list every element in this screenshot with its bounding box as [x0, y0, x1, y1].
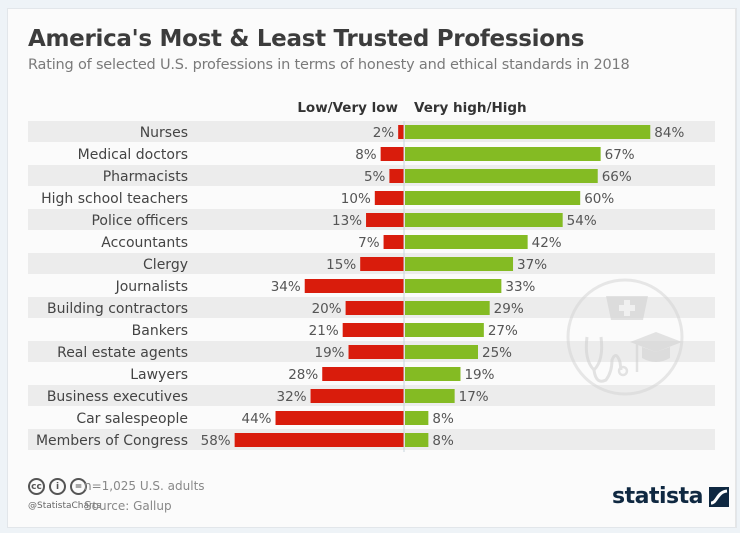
data-label-low: 32%: [277, 389, 307, 405]
data-label-high: 54%: [567, 213, 597, 229]
data-label-low: 44%: [242, 411, 272, 427]
attribution-icon[interactable]: i: [49, 478, 66, 495]
bar-low: [374, 191, 404, 205]
license-icons: cc i =: [28, 478, 87, 495]
data-label-high: 60%: [584, 191, 614, 207]
bar-low: [310, 389, 404, 403]
bar-high: [405, 411, 429, 425]
data-label-low: 13%: [332, 213, 362, 229]
data-label-high: 42%: [532, 235, 562, 251]
bar-high: [405, 213, 563, 227]
category-label: Accountants: [101, 235, 188, 251]
bar-low: [389, 169, 404, 183]
category-label: Police officers: [91, 213, 188, 229]
category-label: Lawyers: [130, 367, 188, 383]
data-label-high: 84%: [654, 125, 684, 141]
data-label-low: 10%: [341, 191, 371, 207]
bar-high: [405, 147, 601, 161]
professions-watermark-icon: [566, 278, 684, 396]
data-label-high: 27%: [488, 323, 518, 339]
no-derivatives-icon[interactable]: =: [70, 478, 87, 495]
data-label-high: 25%: [482, 345, 512, 361]
data-label-high: 67%: [605, 147, 635, 163]
data-label-low: 5%: [364, 169, 386, 185]
category-label: Pharmacists: [103, 169, 188, 185]
data-label-low: 7%: [358, 235, 380, 251]
bar-low: [360, 257, 404, 271]
bar-high: [405, 125, 651, 139]
data-label-low: 28%: [288, 367, 318, 383]
statista-wordmark: statista: [612, 484, 703, 509]
statista-logo-icon: [708, 486, 729, 507]
statista-logo[interactable]: statista: [612, 484, 729, 509]
category-label: High school teachers: [41, 191, 188, 207]
data-label-low: 2%: [373, 125, 395, 141]
bar-high: [405, 257, 514, 271]
data-label-high: 33%: [505, 279, 535, 295]
bar-low: [345, 301, 404, 315]
data-label-low: 8%: [355, 147, 377, 163]
category-label: Real estate agents: [57, 345, 188, 361]
bar-high: [405, 301, 490, 315]
bar-low: [275, 411, 404, 425]
data-label-high: 8%: [432, 411, 454, 427]
category-label: Clergy: [143, 257, 188, 273]
bar-low: [234, 433, 404, 447]
data-label-high: 66%: [602, 169, 632, 185]
bar-low: [383, 235, 404, 249]
bar-high: [405, 367, 461, 381]
data-label-low: 21%: [309, 323, 339, 339]
data-label-high: 29%: [494, 301, 524, 317]
bar-high: [405, 235, 528, 249]
category-label: Nurses: [140, 125, 188, 141]
category-label: Journalists: [115, 279, 188, 295]
bar-high: [405, 323, 484, 337]
bar-high: [405, 389, 455, 403]
data-label-low: 20%: [312, 301, 342, 317]
legend-low-header: Low/Very low: [297, 100, 398, 116]
data-label-low: 34%: [271, 279, 301, 295]
bar-low: [304, 279, 404, 293]
bar-high: [405, 279, 502, 293]
bar-high: [405, 345, 478, 359]
data-label-high: 17%: [459, 389, 489, 405]
creative-commons-icon[interactable]: cc: [28, 478, 45, 495]
category-label: Members of Congress: [36, 433, 188, 449]
source-text: Source: Gallup: [84, 499, 172, 513]
bar-high: [405, 169, 598, 183]
category-label: Building contractors: [47, 301, 188, 317]
category-label: Medical doctors: [78, 147, 188, 163]
bar-low: [380, 147, 404, 161]
data-label-high: 8%: [432, 433, 454, 449]
legend-high-header: Very high/High: [414, 100, 527, 116]
bar-high: [405, 191, 581, 205]
category-label: Car salespeople: [76, 411, 188, 427]
category-label: Business executives: [47, 389, 188, 405]
chart-title: America's Most & Least Trusted Professio…: [28, 26, 585, 52]
chart-subtitle: Rating of selected U.S. professions in t…: [28, 57, 630, 73]
bar-low: [342, 323, 404, 337]
sample-note: n=1,025 U.S. adults: [84, 479, 205, 493]
bar-high: [405, 433, 429, 447]
data-label-low: 58%: [201, 433, 231, 449]
data-label-high: 19%: [464, 367, 494, 383]
bar-low: [398, 125, 404, 139]
bar-low: [348, 345, 404, 359]
data-label-low: 19%: [315, 345, 345, 361]
twitter-handle[interactable]: @StatistaCharts: [28, 501, 101, 511]
data-label-high: 37%: [517, 257, 547, 273]
right-border: [735, 8, 736, 528]
data-label-low: 15%: [326, 257, 356, 273]
bar-low: [322, 367, 404, 381]
bar-low: [366, 213, 404, 227]
category-label: Bankers: [132, 323, 188, 339]
